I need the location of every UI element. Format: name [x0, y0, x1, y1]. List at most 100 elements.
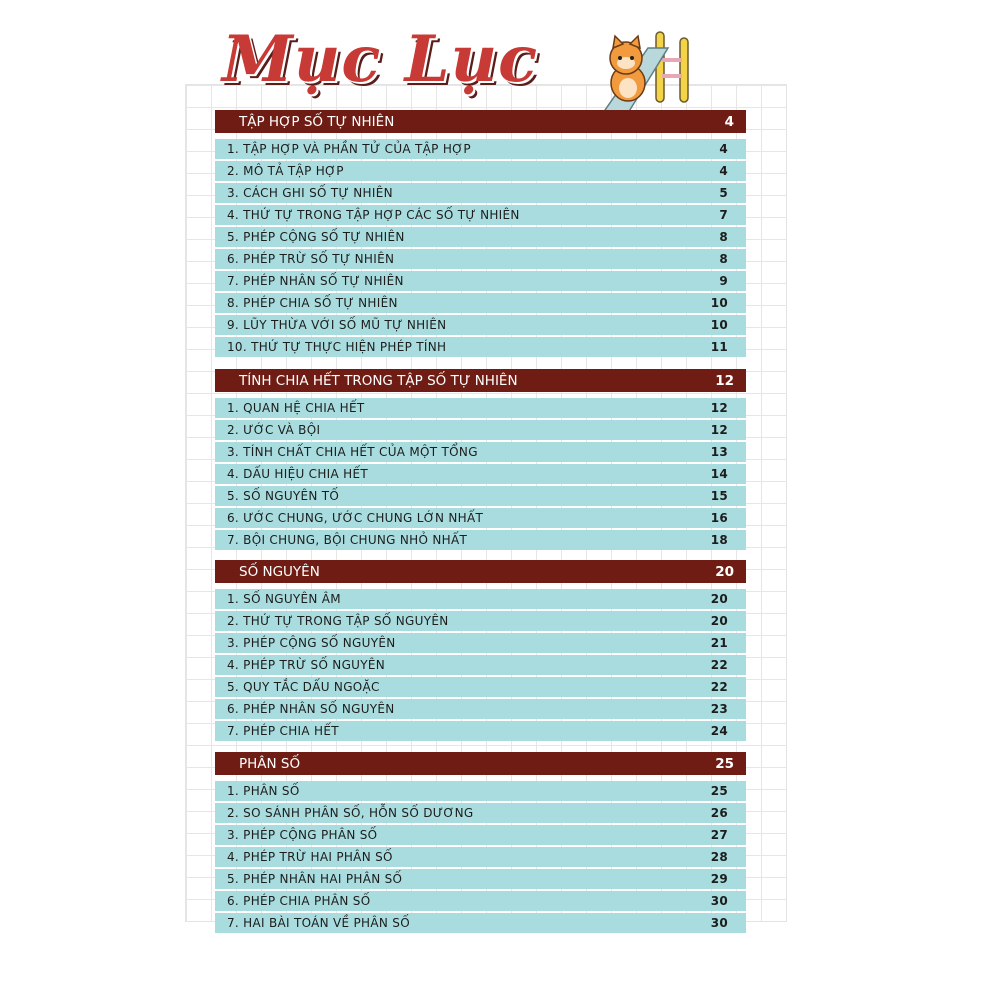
entry-page: 30: [710, 894, 728, 908]
section-title: TÍNH CHIA HẾT TRONG TẬP SỐ TỰ NHIÊN: [239, 372, 518, 389]
entry-label: 1. QUAN HỆ CHIA HẾT: [227, 401, 365, 415]
entry-label: 4. DẤU HIỆU CHIA HẾT: [227, 467, 368, 481]
entry-page: 14: [710, 467, 728, 481]
toc-entry[interactable]: 2. SO SÁNH PHÂN SỐ, HỖN SỐ DƯƠNG 26: [215, 803, 746, 823]
entry-label: 4. THỨ TỰ TRONG TẬP HỢP CÁC SỐ TỰ NHIÊN: [227, 208, 520, 222]
entry-page: 21: [710, 636, 728, 650]
toc-entry[interactable]: 10. THỨ TỰ THỰC HIỆN PHÉP TÍNH 11: [215, 337, 746, 357]
toc-entry[interactable]: 7. HAI BÀI TOÁN VỀ PHÂN SỐ 30: [215, 913, 746, 933]
entry-label: 7. PHÉP NHÂN SỐ TỰ NHIÊN: [227, 274, 404, 288]
entry-page: 9: [719, 274, 728, 288]
toc-entry[interactable]: 6. PHÉP NHÂN SỐ NGUYÊN 23: [215, 699, 746, 719]
entry-label: 2. ƯỚC VÀ BỘI: [227, 423, 321, 437]
toc-entry[interactable]: 6. PHÉP CHIA PHÂN SỐ 30: [215, 891, 746, 911]
entry-page: 16: [710, 511, 728, 525]
toc-entry[interactable]: 6. ƯỚC CHUNG, ƯỚC CHUNG LỚN NHẤT 16: [215, 508, 746, 528]
entry-page: 8: [719, 230, 728, 244]
toc-entry[interactable]: 7. PHÉP NHÂN SỐ TỰ NHIÊN 9: [215, 271, 746, 291]
toc-entry[interactable]: 4. PHÉP TRỪ HAI PHÂN SỐ 28: [215, 847, 746, 867]
entry-page: 8: [719, 252, 728, 266]
entry-label: 1. SỐ NGUYÊN ÂM: [227, 592, 341, 606]
toc-entry[interactable]: 1. SỐ NGUYÊN ÂM 20: [215, 589, 746, 609]
entry-page: 12: [710, 401, 728, 415]
entry-label: 3. PHÉP CỘNG PHÂN SỐ: [227, 828, 378, 842]
entry-page: 7: [719, 208, 728, 222]
section-title: SỐ NGUYÊN: [239, 563, 320, 580]
section-page: 20: [715, 563, 734, 580]
toc-entry[interactable]: 3. CÁCH GHI SỐ TỰ NHIÊN 5: [215, 183, 746, 203]
entry-page: 23: [710, 702, 728, 716]
entry-label: 5. PHÉP CỘNG SỐ TỰ NHIÊN: [227, 230, 405, 244]
toc-entry[interactable]: 4. DẤU HIỆU CHIA HẾT 14: [215, 464, 746, 484]
section-page: 12: [715, 372, 734, 389]
entry-label: 2. THỨ TỰ TRONG TẬP SỐ NGUYÊN: [227, 614, 449, 628]
toc-entry[interactable]: 3. PHÉP CỘNG PHÂN SỐ 27: [215, 825, 746, 845]
entry-label: 6. PHÉP NHÂN SỐ NGUYÊN: [227, 702, 395, 716]
toc-entry[interactable]: 2. ƯỚC VÀ BỘI 12: [215, 420, 746, 440]
section-page: 4: [724, 113, 734, 130]
entry-label: 8. PHÉP CHIA SỐ TỰ NHIÊN: [227, 296, 398, 310]
entry-page: 5: [719, 186, 728, 200]
shiba-slide-illustration-icon: [601, 31, 689, 114]
entry-label: 6. PHÉP TRỪ SỐ TỰ NHIÊN: [227, 252, 395, 266]
toc-entry[interactable]: 1. TẬP HỢP VÀ PHẦN TỬ CỦA TẬP HỢP 4: [215, 139, 746, 159]
section-title: TẬP HỢP SỐ TỰ NHIÊN: [239, 113, 395, 130]
entry-page: 30: [710, 916, 728, 930]
toc-section: PHÂN SỐ 25 1. PHÂN SỐ 25 2. SO SÁNH PHÂN…: [215, 752, 746, 935]
entry-page: 20: [710, 592, 728, 606]
entry-page: 4: [719, 142, 728, 156]
toc-entry[interactable]: 4. THỨ TỰ TRONG TẬP HỢP CÁC SỐ TỰ NHIÊN …: [215, 205, 746, 225]
section-header[interactable]: PHÂN SỐ 25: [215, 752, 746, 775]
entry-page: 24: [710, 724, 728, 738]
entry-label: 3. CÁCH GHI SỐ TỰ NHIÊN: [227, 186, 393, 200]
entry-page: 20: [710, 614, 728, 628]
entry-label: 3. PHÉP CỘNG SỐ NGUYÊN: [227, 636, 396, 650]
entry-label: 6. ƯỚC CHUNG, ƯỚC CHUNG LỚN NHẤT: [227, 511, 484, 525]
entry-page: 10: [710, 296, 728, 310]
toc-section: TẬP HỢP SỐ TỰ NHIÊN 4 1. TẬP HỢP VÀ PHẦN…: [215, 110, 746, 359]
entry-page: 22: [710, 680, 728, 694]
toc-entry[interactable]: 8. PHÉP CHIA SỐ TỰ NHIÊN 10: [215, 293, 746, 313]
toc-section: SỐ NGUYÊN 20 1. SỐ NGUYÊN ÂM 20 2. THỨ T…: [215, 560, 746, 743]
toc-entry[interactable]: 3. PHÉP CỘNG SỐ NGUYÊN 21: [215, 633, 746, 653]
entry-label: 4. PHÉP TRỪ SỐ NGUYÊN: [227, 658, 386, 672]
entry-label: 10. THỨ TỰ THỰC HIỆN PHÉP TÍNH: [227, 340, 447, 354]
entry-page: 12: [710, 423, 728, 437]
entry-page: 4: [719, 164, 728, 178]
entry-page: 13: [710, 445, 728, 459]
section-header[interactable]: SỐ NGUYÊN 20: [215, 560, 746, 583]
toc-entry[interactable]: 5. SỐ NGUYÊN TỐ 15: [215, 486, 746, 506]
entry-page: 26: [710, 806, 728, 820]
entry-label: 3. TÍNH CHẤT CHIA HẾT CỦA MỘT TỔNG: [227, 445, 478, 459]
entry-label: 6. PHÉP CHIA PHÂN SỐ: [227, 894, 371, 908]
entry-label: 1. PHÂN SỐ: [227, 784, 300, 798]
entry-label: 1. TẬP HỢP VÀ PHẦN TỬ CỦA TẬP HỢP: [227, 142, 471, 156]
toc-entry[interactable]: 2. THỨ TỰ TRONG TẬP SỐ NGUYÊN 20: [215, 611, 746, 631]
entry-label: 7. BỘI CHUNG, BỘI CHUNG NHỎ NHẤT: [227, 533, 468, 547]
page-title: Mục Lục: [222, 22, 539, 97]
entry-label: 9. LŨY THỪA VỚI SỐ MŨ TỰ NHIÊN: [227, 318, 447, 332]
section-header[interactable]: TẬP HỢP SỐ TỰ NHIÊN 4: [215, 110, 746, 133]
toc-section: TÍNH CHIA HẾT TRONG TẬP SỐ TỰ NHIÊN 12 1…: [215, 369, 746, 552]
section-header[interactable]: TÍNH CHIA HẾT TRONG TẬP SỐ TỰ NHIÊN 12: [215, 369, 746, 392]
section-title: PHÂN SỐ: [239, 755, 301, 772]
toc-entry[interactable]: 6. PHÉP TRỪ SỐ TỰ NHIÊN 8: [215, 249, 746, 269]
entry-label: 7. HAI BÀI TOÁN VỀ PHÂN SỐ: [227, 916, 410, 930]
entry-label: 5. QUY TẮC DẤU NGOẶC: [227, 680, 380, 694]
entry-label: 5. PHÉP NHÂN HAI PHÂN SỐ: [227, 872, 403, 886]
toc-entry[interactable]: 7. BỘI CHUNG, BỘI CHUNG NHỎ NHẤT 18: [215, 530, 746, 550]
entry-label: 5. SỐ NGUYÊN TỐ: [227, 489, 340, 503]
toc-entry[interactable]: 9. LŨY THỪA VỚI SỐ MŨ TỰ NHIÊN 10: [215, 315, 746, 335]
toc-entry[interactable]: 1. QUAN HỆ CHIA HẾT 12: [215, 398, 746, 418]
toc-entry[interactable]: 3. TÍNH CHẤT CHIA HẾT CỦA MỘT TỔNG 13: [215, 442, 746, 462]
entry-label: 4. PHÉP TRỪ HAI PHÂN SỐ: [227, 850, 393, 864]
toc-entry[interactable]: 5. PHÉP NHÂN HAI PHÂN SỐ 29: [215, 869, 746, 889]
toc-entry[interactable]: 1. PHÂN SỐ 25: [215, 781, 746, 801]
toc-entry[interactable]: 7. PHÉP CHIA HẾT 24: [215, 721, 746, 741]
toc-entry[interactable]: 4. PHÉP TRỪ SỐ NGUYÊN 22: [215, 655, 746, 675]
toc-entry[interactable]: 5. PHÉP CỘNG SỐ TỰ NHIÊN 8: [215, 227, 746, 247]
toc-entry[interactable]: 2. MÔ TẢ TẬP HỢP 4: [215, 161, 746, 181]
toc-entry[interactable]: 5. QUY TẮC DẤU NGOẶC 22: [215, 677, 746, 697]
entry-label: 2. SO SÁNH PHÂN SỐ, HỖN SỐ DƯƠNG: [227, 806, 474, 820]
entry-page: 28: [710, 850, 728, 864]
